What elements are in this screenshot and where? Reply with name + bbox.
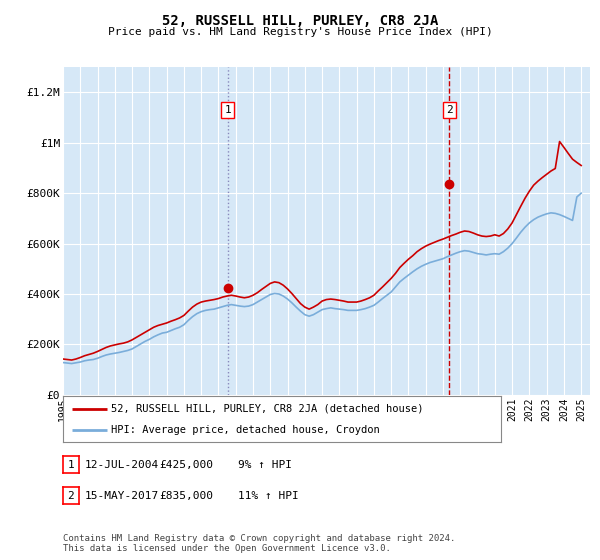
Text: 12-JUL-2004: 12-JUL-2004 (85, 460, 159, 470)
Text: 15-MAY-2017: 15-MAY-2017 (85, 491, 159, 501)
Text: 11% ↑ HPI: 11% ↑ HPI (238, 491, 298, 501)
Text: 2: 2 (446, 105, 453, 115)
Text: HPI: Average price, detached house, Croydon: HPI: Average price, detached house, Croy… (111, 425, 380, 435)
Text: Price paid vs. HM Land Registry's House Price Index (HPI): Price paid vs. HM Land Registry's House … (107, 27, 493, 37)
Text: 2: 2 (67, 491, 74, 501)
Text: £835,000: £835,000 (160, 491, 214, 501)
Text: £425,000: £425,000 (160, 460, 214, 470)
Text: 1: 1 (67, 460, 74, 470)
Text: 9% ↑ HPI: 9% ↑ HPI (238, 460, 292, 470)
Text: 52, RUSSELL HILL, PURLEY, CR8 2JA: 52, RUSSELL HILL, PURLEY, CR8 2JA (162, 14, 438, 28)
Text: 1: 1 (224, 105, 231, 115)
Text: Contains HM Land Registry data © Crown copyright and database right 2024.
This d: Contains HM Land Registry data © Crown c… (63, 534, 455, 553)
Text: 52, RUSSELL HILL, PURLEY, CR8 2JA (detached house): 52, RUSSELL HILL, PURLEY, CR8 2JA (detac… (111, 404, 424, 414)
